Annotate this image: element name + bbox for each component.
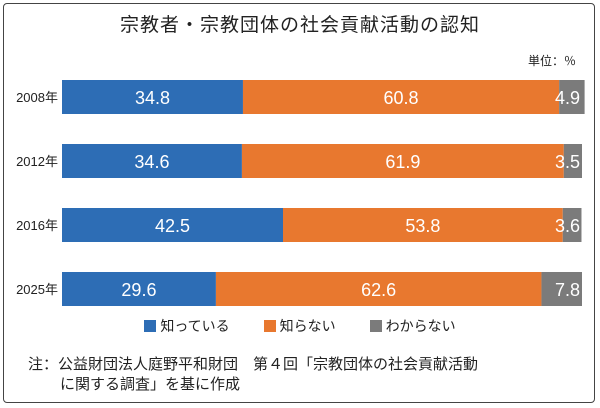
legend-item: 知らない [263,316,336,336]
chart-frame [3,3,595,403]
data-label: 3.6 [555,216,580,236]
data-label: 62.6 [361,280,396,300]
bar-segment [563,144,582,178]
data-label: 34.6 [134,152,169,172]
data-label: 4.9 [555,88,580,108]
bar-segment [559,80,585,114]
data-label: 61.9 [385,152,420,172]
bar-segment [62,208,283,242]
legend-swatch [263,320,276,332]
bar-segment [62,144,242,178]
category-label: 2008年 [16,90,58,105]
legend-swatch [369,320,382,332]
category-label: 2016年 [16,218,58,233]
data-label: 3.5 [555,152,580,172]
legend-item: 知っている [144,316,230,336]
category-label: 2025年 [16,282,58,297]
note-line-1: 注：公益財団法人庭野平和財団 第４回「宗教団体の社会貢献活動 [28,355,479,373]
legend-label: 知っている [160,319,230,335]
bar-segment [241,144,564,178]
chart-title: 宗教者・宗教団体の社会貢献活動の認知 [119,14,480,36]
bar-segment [62,80,243,114]
bar-segment [283,208,563,242]
data-label: 34.8 [135,88,170,108]
legend-label: 知らない [279,319,336,335]
bar-segment [242,80,560,114]
note-line-2: に関する調査」を基に作成 [60,375,241,393]
source-note: 注：公益財団法人庭野平和財団 第４回「宗教団体の社会貢献活動 に関する調査」を基… [28,354,478,394]
data-label: 53.8 [405,216,440,236]
legend: 知っている 知らない わからない [0,316,600,336]
bar-segment [62,272,216,306]
legend-item: わからない [369,316,456,336]
legend-label: わからない [385,319,456,335]
category-label: 2012年 [16,154,58,169]
bar-segment [562,208,582,242]
data-label: 42.5 [155,216,190,236]
bar-segment [215,272,542,306]
data-label: 29.6 [121,280,156,300]
data-label: 7.8 [555,280,580,300]
bar-segment [541,272,582,306]
unit-label: 単位：％ [527,54,576,68]
data-label: 60.8 [384,88,419,108]
legend-swatch [144,320,157,332]
